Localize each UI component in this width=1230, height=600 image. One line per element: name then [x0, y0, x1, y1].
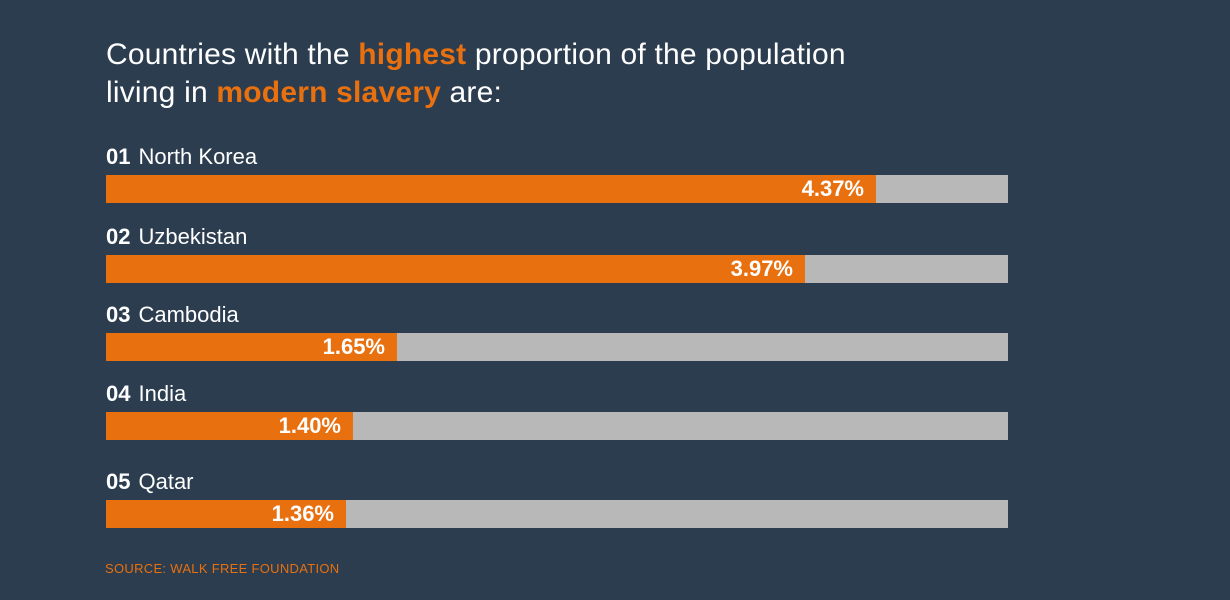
bar-fill: [106, 333, 397, 361]
country-label: 05 Qatar: [106, 469, 194, 495]
country-name: Qatar: [138, 469, 194, 494]
bar-track: 1.65%: [106, 333, 1008, 361]
country-name: North Korea: [138, 144, 258, 169]
title-part-2: proportion of the population living in: [106, 38, 846, 109]
bar-track: 1.36%: [106, 500, 1008, 528]
rank-number: 04: [106, 381, 131, 406]
bar-fill: [106, 412, 353, 440]
bar-track: 3.97%: [106, 255, 1008, 283]
country-label: 01 North Korea: [106, 144, 257, 170]
bar-value-label: 4.37%: [801, 176, 864, 201]
bar-track: 1.40%: [106, 412, 1008, 440]
rank-number: 02: [106, 224, 131, 249]
rank-number: 01: [106, 144, 131, 169]
country-name: Uzbekistan: [138, 224, 248, 249]
rank-number: 03: [106, 302, 131, 327]
bar-value-label: 1.65%: [322, 334, 385, 359]
title-part-1: Countries with the: [106, 38, 359, 71]
title-highlight-modern-slavery: modern slavery: [216, 76, 441, 109]
bar-value-label: 1.36%: [271, 501, 334, 526]
country-name: India: [138, 381, 187, 406]
rank-number: 05: [106, 469, 131, 494]
title-highlight-highest: highest: [358, 38, 467, 71]
bar-fill: [106, 500, 346, 528]
title-part-3: are:: [440, 76, 502, 109]
bar-value-label: 3.97%: [730, 256, 793, 281]
chart-title: Countries with the highest proportion of…: [106, 36, 906, 112]
bar-track: 4.37%: [106, 175, 1008, 203]
source-note: SOURCE: WALK FREE FOUNDATION: [105, 561, 340, 576]
country-name: Cambodia: [138, 302, 239, 327]
country-label: 02 Uzbekistan: [106, 224, 247, 250]
bar-value-label: 1.40%: [278, 413, 341, 438]
country-label: 04 India: [106, 381, 186, 407]
bar-fill: [106, 175, 876, 203]
country-label: 03 Cambodia: [106, 302, 239, 328]
bar-fill: [106, 255, 805, 283]
